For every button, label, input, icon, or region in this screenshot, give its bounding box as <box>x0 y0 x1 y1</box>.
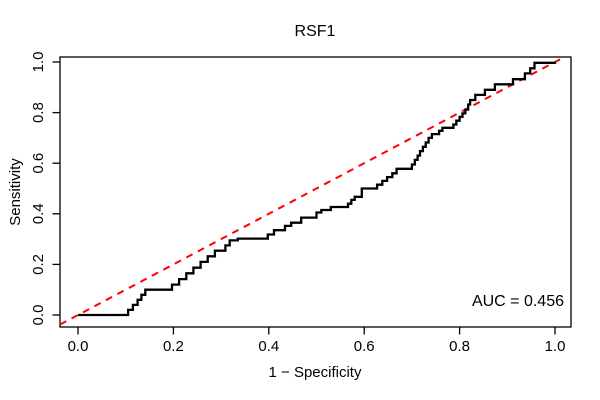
y-tick-label: 1.0 <box>30 52 47 73</box>
auc-annotation: AUC = 0.456 <box>471 293 564 310</box>
y-tick-label: 0.0 <box>30 305 47 326</box>
roc-curve <box>78 61 557 317</box>
x-tick-label: 1.0 <box>545 338 566 355</box>
x-tick-label: 0.0 <box>68 338 89 355</box>
x-tick-label: 0.4 <box>258 338 279 355</box>
chart-title: RSF1 <box>294 23 336 40</box>
y-tick-label: 0.2 <box>30 254 47 275</box>
plot-box <box>59 56 572 328</box>
x-tick-label: 0.2 <box>163 338 184 355</box>
y-tick-label: 0.4 <box>30 203 47 224</box>
x-tick-label: 0.6 <box>354 338 375 355</box>
y-tick-label: 0.6 <box>30 153 47 174</box>
y-tick-label: 0.8 <box>30 102 47 123</box>
y-axis-title: Sensitivity <box>7 158 24 226</box>
x-tick-label: 0.8 <box>449 338 470 355</box>
x-axis-title: 1 − Specificity <box>268 364 362 381</box>
diagonal-reference-line <box>59 56 565 326</box>
